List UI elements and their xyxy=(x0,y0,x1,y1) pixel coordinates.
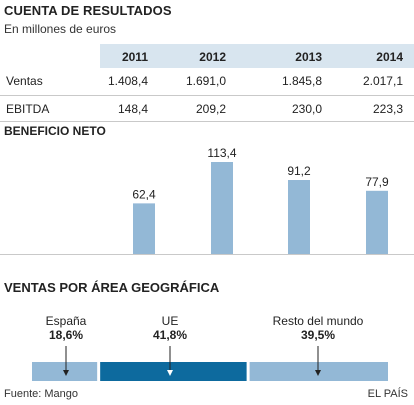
geo-stacked-bar xyxy=(32,346,388,381)
bar-2011 xyxy=(133,203,155,254)
table-header xyxy=(100,44,414,68)
bar-value-label-2013: 91,2 xyxy=(287,164,311,178)
cell-ventas-2012: 1.691,0 xyxy=(185,74,226,88)
bar-2013 xyxy=(288,180,310,254)
column-header-2013: 2013 xyxy=(295,50,322,64)
segment-ue xyxy=(100,362,247,381)
geo-label-espana: España xyxy=(45,314,87,328)
row-label-ventas: Ventas xyxy=(6,74,43,88)
geo-label-resto: Resto del mundo xyxy=(272,314,364,328)
geo-label-ue: UE xyxy=(161,314,179,328)
net-profit-bar-chart: 62,4 113,4 91,2 77,9 xyxy=(132,146,389,254)
table-row: Ventas 1.408,4 1.691,0 1.845,8 2.017,1 xyxy=(0,68,414,94)
bar-value-label-2011: 62,4 xyxy=(132,187,156,201)
table-row: EBITDA 148,4 209,2 230,0 223,3 xyxy=(0,96,414,122)
bar-2012 xyxy=(211,162,233,254)
column-header-2012: 2012 xyxy=(199,50,226,64)
bar-value-label-2014: 77,9 xyxy=(365,175,389,189)
geo-pct-espana: 18,6% xyxy=(48,328,84,342)
cell-ebitda-2012: 209,2 xyxy=(195,102,226,116)
pointer-arrow-ue xyxy=(167,346,173,376)
publisher-credit: EL PAÍS xyxy=(367,388,408,400)
pointer-arrow-resto xyxy=(315,346,321,376)
page-title: CUENTA DE RESULTADOS xyxy=(4,3,172,18)
column-header-2011: 2011 xyxy=(121,50,148,64)
cell-ebitda-2011: 148,4 xyxy=(117,102,148,116)
row-divider xyxy=(0,121,414,122)
chart-baseline xyxy=(0,254,414,255)
row-label-ebitda: EBITDA xyxy=(6,102,50,116)
column-header-2014: 2014 xyxy=(376,50,403,64)
net-profit-chart-title: BENEFICIO NETO xyxy=(4,124,106,138)
cell-ebitda-2013: 230,0 xyxy=(291,102,322,116)
cell-ebitda-2014: 223,3 xyxy=(372,102,403,116)
cell-ventas-2013: 1.845,8 xyxy=(281,74,322,88)
cell-ventas-2011: 1.408,4 xyxy=(107,74,148,88)
source-note: Fuente: Mango xyxy=(4,388,78,400)
row-divider xyxy=(0,95,414,96)
bar-2014 xyxy=(366,190,388,254)
cell-ventas-2014: 2.017,1 xyxy=(362,74,403,88)
pointer-arrow-espana xyxy=(63,346,69,376)
bar-value-label-2012: 113,4 xyxy=(207,146,236,160)
geo-chart-title: VENTAS POR ÁREA GEOGRÁFICA xyxy=(4,280,220,295)
geo-pct-resto: 39,5% xyxy=(300,328,336,342)
geo-pct-ue: 41,8% xyxy=(152,328,188,342)
page-subtitle: En millones de euros xyxy=(4,22,117,36)
